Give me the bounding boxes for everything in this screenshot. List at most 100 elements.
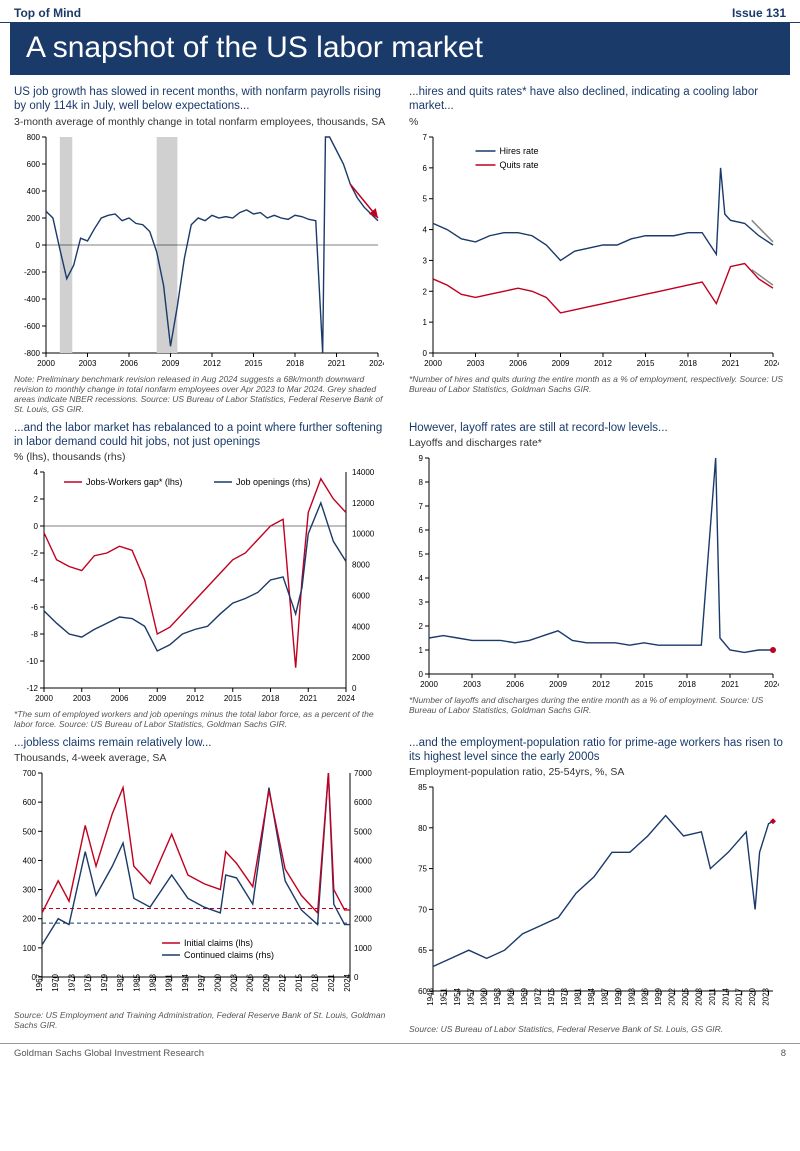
svg-text:2009: 2009 — [262, 973, 271, 991]
chart-c4: 0123456789200020032006200920122015201820… — [409, 452, 779, 692]
svg-text:300: 300 — [23, 886, 37, 895]
svg-text:85: 85 — [418, 783, 427, 792]
svg-text:600: 600 — [23, 798, 37, 807]
svg-text:1969: 1969 — [520, 988, 529, 1006]
chart-grid: US job growth has slowed in recent month… — [0, 75, 800, 1039]
svg-text:2023: 2023 — [762, 988, 771, 1006]
svg-text:200: 200 — [27, 214, 41, 223]
svg-text:1967: 1967 — [35, 973, 44, 991]
svg-text:75: 75 — [418, 865, 427, 874]
svg-text:80: 80 — [418, 824, 427, 833]
page-title: A snapshot of the US labor market — [10, 23, 790, 75]
svg-text:2000: 2000 — [213, 973, 222, 991]
svg-text:2018: 2018 — [286, 359, 304, 368]
svg-text:2012: 2012 — [203, 359, 221, 368]
svg-text:1970: 1970 — [51, 973, 60, 991]
svg-text:700: 700 — [23, 769, 37, 778]
chart-title: ...and the labor market has rebalanced t… — [14, 421, 391, 450]
svg-text:-10: -10 — [26, 657, 38, 666]
svg-text:500: 500 — [23, 827, 37, 836]
chart-c5: 0100200300400500600700196719701973197619… — [14, 767, 384, 1007]
svg-text:5: 5 — [423, 194, 428, 203]
svg-text:0: 0 — [34, 522, 39, 531]
svg-text:1982: 1982 — [116, 973, 125, 991]
svg-text:2: 2 — [423, 287, 428, 296]
svg-text:2: 2 — [34, 495, 39, 504]
svg-text:2: 2 — [419, 622, 424, 631]
svg-text:2014: 2014 — [721, 988, 730, 1006]
svg-text:1997: 1997 — [197, 973, 206, 991]
svg-text:5: 5 — [419, 550, 424, 559]
svg-text:Jobs-Workers gap* (lhs): Jobs-Workers gap* (lhs) — [86, 477, 182, 487]
svg-text:2021: 2021 — [721, 680, 739, 689]
svg-text:4000: 4000 — [354, 856, 372, 865]
svg-text:2015: 2015 — [637, 359, 655, 368]
svg-text:12000: 12000 — [352, 499, 375, 508]
svg-text:1000: 1000 — [354, 944, 372, 953]
svg-text:2018: 2018 — [679, 359, 697, 368]
svg-text:6: 6 — [423, 164, 428, 173]
header-left: Top of Mind — [14, 6, 81, 20]
svg-text:2006: 2006 — [111, 694, 129, 703]
svg-text:2024: 2024 — [343, 973, 352, 991]
svg-text:0: 0 — [352, 684, 357, 693]
chart-title: ...jobless claims remain relatively low.… — [14, 736, 391, 750]
svg-text:-800: -800 — [24, 349, 41, 358]
svg-text:1994: 1994 — [181, 973, 190, 991]
svg-text:4: 4 — [423, 225, 428, 234]
svg-text:-200: -200 — [24, 268, 41, 277]
svg-text:3: 3 — [423, 256, 428, 265]
svg-text:8: 8 — [419, 478, 424, 487]
svg-text:2021: 2021 — [722, 359, 740, 368]
svg-text:100: 100 — [23, 944, 37, 953]
svg-text:1978: 1978 — [560, 988, 569, 1006]
svg-text:2018: 2018 — [262, 694, 280, 703]
svg-text:2006: 2006 — [506, 680, 524, 689]
footer-page: 8 — [781, 1048, 786, 1059]
chart-c3: -12-10-8-6-4-202420002003200620092012201… — [14, 466, 384, 706]
svg-text:1991: 1991 — [165, 973, 174, 991]
svg-text:Job openings (rhs): Job openings (rhs) — [236, 477, 311, 487]
svg-text:2021: 2021 — [328, 359, 346, 368]
chart-c6: 6065707580851948195119541957196019631966… — [409, 781, 779, 1021]
svg-text:1: 1 — [419, 646, 424, 655]
svg-text:2006: 2006 — [246, 973, 255, 991]
svg-text:5000: 5000 — [354, 827, 372, 836]
chart-note: *Number of hires and quits during the en… — [409, 374, 786, 394]
svg-text:7000: 7000 — [354, 769, 372, 778]
chart-note: Source: US Employment and Training Admin… — [14, 1010, 391, 1030]
svg-text:1963: 1963 — [493, 988, 502, 1006]
svg-text:14000: 14000 — [352, 468, 375, 477]
svg-text:2021: 2021 — [327, 973, 336, 991]
svg-text:2008: 2008 — [694, 988, 703, 1006]
svg-text:2006: 2006 — [120, 359, 138, 368]
svg-text:1975: 1975 — [547, 988, 556, 1006]
svg-text:70: 70 — [418, 906, 427, 915]
chart-sub: Layoffs and discharges rate* — [409, 437, 786, 449]
svg-text:2012: 2012 — [592, 680, 610, 689]
svg-text:-8: -8 — [31, 630, 39, 639]
svg-text:2003: 2003 — [73, 694, 91, 703]
svg-text:2015: 2015 — [245, 359, 263, 368]
cell-c1: US job growth has slowed in recent month… — [14, 85, 391, 415]
footer-left: Goldman Sachs Global Investment Research — [14, 1048, 204, 1059]
svg-text:2000: 2000 — [424, 359, 442, 368]
svg-text:1990: 1990 — [614, 988, 623, 1006]
svg-text:2000: 2000 — [37, 359, 55, 368]
svg-text:65: 65 — [418, 947, 427, 956]
svg-text:2015: 2015 — [224, 694, 242, 703]
svg-text:0: 0 — [419, 670, 424, 679]
svg-text:1960: 1960 — [480, 988, 489, 1006]
cell-c4: However, layoff rates are still at recor… — [409, 421, 786, 730]
svg-text:2009: 2009 — [552, 359, 570, 368]
svg-text:2018: 2018 — [678, 680, 696, 689]
svg-text:0: 0 — [36, 241, 41, 250]
svg-text:-4: -4 — [31, 576, 39, 585]
svg-text:1979: 1979 — [100, 973, 109, 991]
svg-text:2012: 2012 — [186, 694, 204, 703]
svg-text:4: 4 — [34, 468, 39, 477]
svg-text:3: 3 — [419, 598, 424, 607]
svg-text:2000: 2000 — [420, 680, 438, 689]
svg-text:6000: 6000 — [352, 592, 370, 601]
chart-c1: -800-600-400-200020040060080020002003200… — [14, 131, 384, 371]
